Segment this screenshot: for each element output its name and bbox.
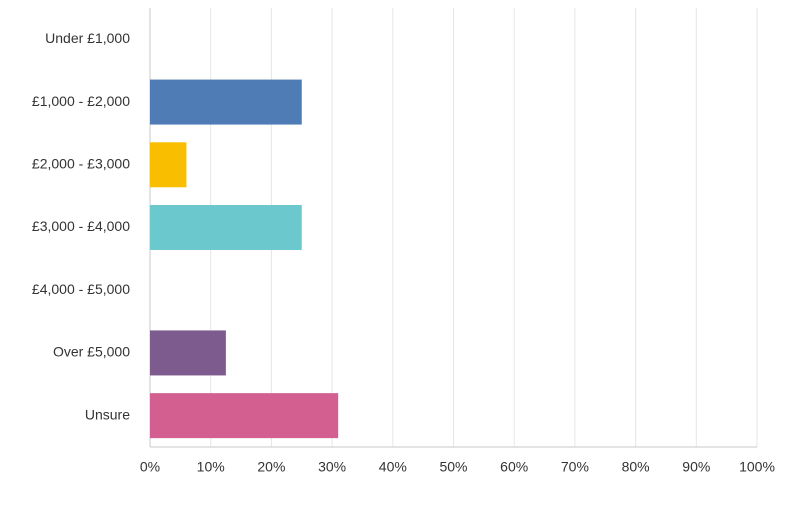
y-tick-label: Under £1,000	[45, 30, 130, 46]
x-tick-label: 80%	[622, 459, 650, 475]
x-tick-label: 50%	[439, 459, 467, 475]
bar	[150, 79, 302, 125]
y-tick-label: £2,000 - £3,000	[32, 155, 130, 171]
bar	[150, 393, 339, 439]
y-tick-label: £3,000 - £4,000	[32, 218, 130, 234]
x-tick-label: 100%	[739, 459, 775, 475]
x-tick-label: 70%	[561, 459, 589, 475]
x-tick-label: 60%	[500, 459, 528, 475]
x-tick-label: 0%	[140, 459, 160, 475]
y-tick-label: £1,000 - £2,000	[32, 93, 130, 109]
x-tick-label: 90%	[682, 459, 710, 475]
x-tick-label: 20%	[257, 459, 285, 475]
bar	[150, 205, 302, 250]
y-tick-label: Over £5,000	[53, 344, 130, 360]
x-tick-label: 40%	[379, 459, 407, 475]
bar	[150, 142, 187, 188]
y-tick-label: £4,000 - £5,000	[32, 281, 130, 297]
y-tick-label: Unsure	[85, 406, 130, 422]
x-tick-label: 10%	[197, 459, 225, 475]
bar	[150, 330, 226, 376]
x-tick-label: 30%	[318, 459, 346, 475]
